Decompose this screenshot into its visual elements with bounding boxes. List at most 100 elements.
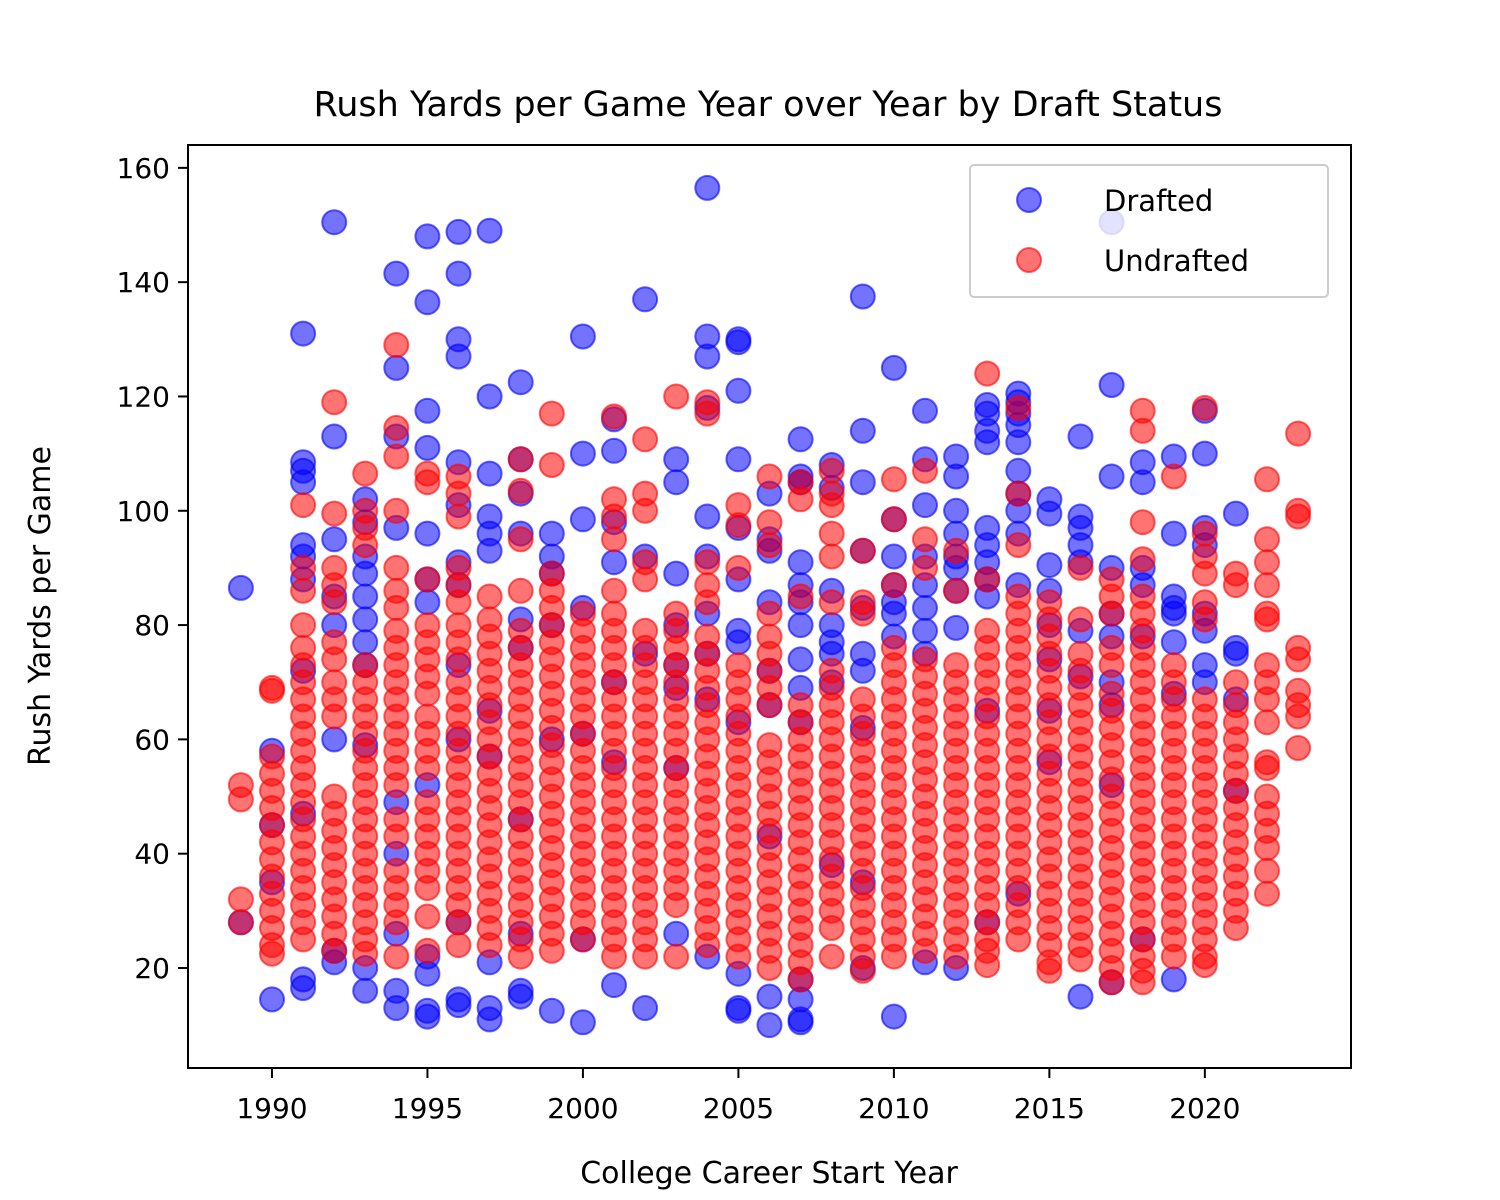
data-point-undrafted [445,589,472,616]
data-point-drafted [756,1012,783,1039]
data-point-drafted [569,440,596,467]
data-point-undrafted [787,583,814,610]
y-axis-label: Rush Yards per Game [23,446,58,766]
data-point-undrafted [383,823,410,850]
data-point-undrafted [912,554,938,581]
y-tick-label: 80 [134,609,170,642]
data-point-undrafted [414,903,441,930]
data-point-undrafted [1191,560,1218,587]
data-point-undrafted [601,526,627,553]
data-point-undrafted [1222,915,1249,941]
x-tick-label: 1995 [392,1092,463,1125]
data-point-undrafted [1005,394,1032,421]
data-point-undrafted [290,612,317,639]
data-point-undrafted [818,520,845,547]
data-point-undrafted [569,926,596,953]
y-tick-label: 40 [134,838,170,871]
data-point-undrafted [1254,549,1280,576]
data-point-undrafted [445,646,472,673]
data-point-drafted [321,209,348,236]
data-point-undrafted [383,414,410,441]
data-point-drafted [974,429,1001,456]
data-point-undrafted [1067,946,1094,973]
plot-frame [187,144,1352,1069]
data-point-drafted [1160,520,1187,547]
data-point-undrafted [538,400,565,427]
data-point-drafted [414,397,441,424]
data-point-undrafted [383,772,410,799]
data-point-undrafted [818,492,845,519]
data-point-undrafted [818,457,845,484]
x-tick-label: 2005 [703,1092,774,1125]
data-point-drafted [849,417,876,444]
data-point-drafted [383,260,410,287]
data-point-undrafted [383,443,410,470]
data-point-undrafted [818,943,845,970]
data-point-undrafted [943,537,970,564]
data-point-drafted [912,594,938,621]
data-point-undrafted [1254,857,1280,884]
data-point-drafted [1191,440,1218,467]
data-point-undrafted [1005,480,1032,507]
data-point-drafted [569,1009,596,1036]
data-point-undrafted [725,554,752,581]
data-point-drafted [290,975,317,1001]
data-point-drafted [725,446,752,473]
data-point-undrafted [1005,532,1032,559]
data-point-drafted [849,469,876,496]
data-point-undrafted [694,549,721,576]
data-point-undrafted [694,932,721,959]
data-point-drafted [414,434,441,461]
chart-title: Rush Yards per Game Year over Year by Dr… [314,85,1223,125]
data-point-drafted [414,589,441,616]
data-point-undrafted [538,937,565,964]
data-point-undrafted [507,477,534,504]
data-point-drafted [694,174,721,201]
legend-label-undrafted: Undrafted [1104,244,1249,278]
data-point-drafted [1067,983,1094,1010]
data-point-drafted [352,560,379,587]
x-tick-label: 2015 [1014,1092,1085,1125]
data-point-drafted [663,920,690,947]
x-tick-label: 1990 [236,1092,307,1125]
data-point-drafted [538,997,565,1024]
data-point-undrafted [414,937,441,964]
data-point-drafted [445,218,472,245]
data-point-drafted [290,469,317,496]
data-point-undrafted [1254,686,1280,713]
data-point-drafted [476,217,503,244]
data-point-undrafted [507,446,534,473]
data-point-undrafted [725,943,752,970]
data-point-drafted [321,423,348,450]
data-point-undrafted [694,589,721,616]
data-point-drafted [476,383,503,410]
data-point-undrafted [383,909,410,936]
data-point-drafted [569,323,596,350]
data-point-undrafted [1067,554,1094,581]
data-point-undrafted [1254,572,1280,599]
data-point-undrafted [290,577,317,604]
data-point-drafted [414,960,441,987]
data-point-drafted [1160,600,1187,627]
data-point-drafted [352,629,379,656]
data-point-drafted [414,223,441,250]
data-point-undrafted [476,932,503,959]
data-point-undrafted [1160,943,1187,970]
data-point-undrafted [383,554,410,581]
data-point-undrafted [1254,466,1280,493]
data-point-undrafted [1191,520,1218,547]
y-tick-label: 60 [134,723,170,756]
data-point-drafted [663,560,690,587]
data-point-drafted [507,369,534,396]
data-point-undrafted [1036,957,1063,984]
data-point-drafted [1098,372,1125,398]
data-point-undrafted [1129,417,1156,444]
data-point-undrafted [290,554,317,581]
data-point-drafted [1005,429,1032,456]
data-point-drafted [694,503,721,530]
data-point-undrafted [1160,463,1187,490]
data-point-undrafted [818,589,845,616]
data-point-undrafted [632,426,659,453]
